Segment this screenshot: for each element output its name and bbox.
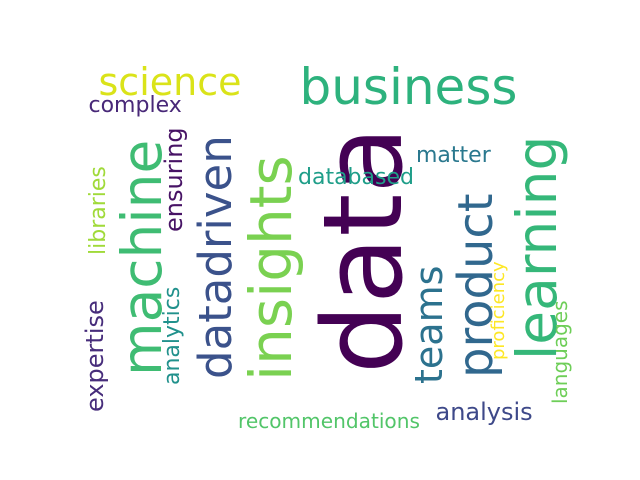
word-analysis: analysis xyxy=(435,398,533,426)
word-expertise: expertise xyxy=(81,300,109,412)
word-teams: teams xyxy=(407,265,451,384)
word-data: data xyxy=(299,126,427,374)
word-recommendations: recommendations xyxy=(238,409,420,433)
word-business: business xyxy=(299,58,518,116)
word-matter: matter xyxy=(416,143,491,168)
word-insights: insights xyxy=(237,154,305,381)
word-libraries: libraries xyxy=(86,165,111,255)
word-analytics: analytics xyxy=(160,286,185,385)
word-proficiency: proficiency xyxy=(488,260,509,360)
word-complex: complex xyxy=(88,93,182,118)
word-databased: databased xyxy=(298,165,414,190)
word-datadriven: datadriven xyxy=(189,135,242,379)
word-science: science xyxy=(98,60,242,104)
word-languages: languages xyxy=(548,300,572,404)
word-ensuring: ensuring xyxy=(160,126,188,232)
